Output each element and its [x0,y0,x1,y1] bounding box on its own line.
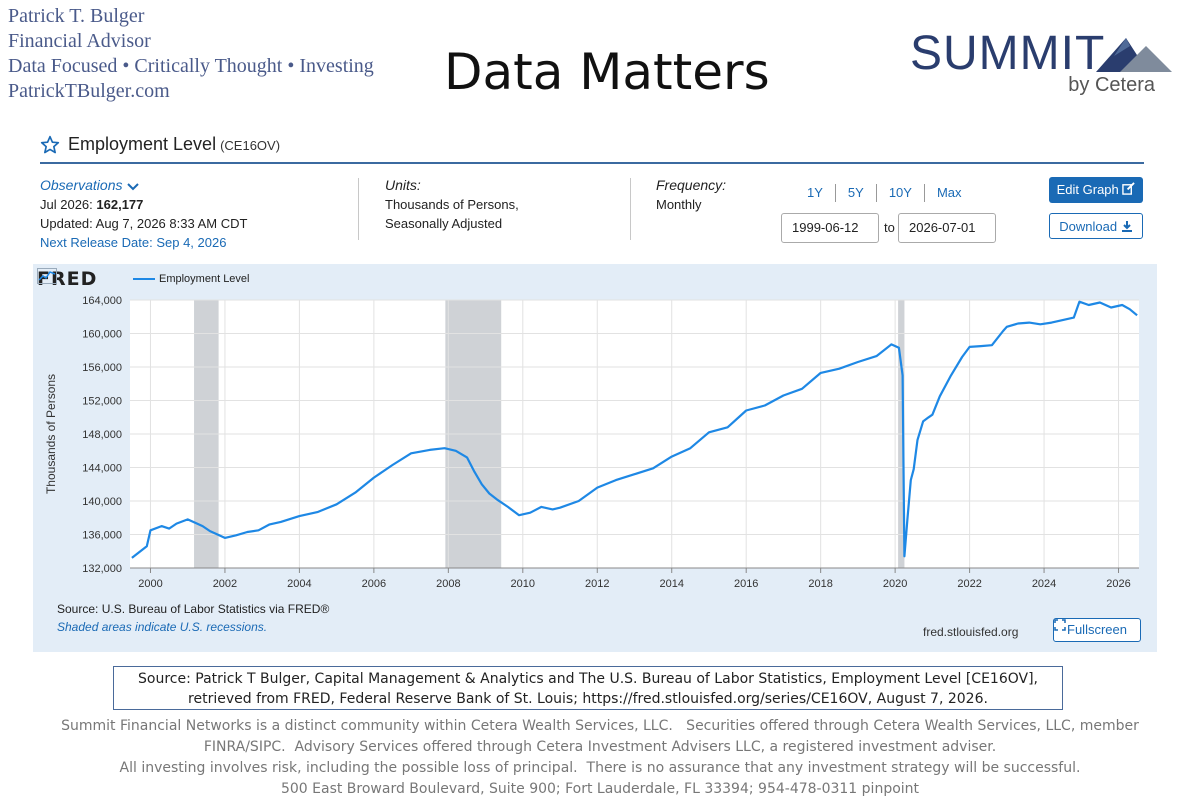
frequency-block: Frequency: Monthly [656,176,726,214]
range-selector: 1Y 5Y 10Y Max [795,184,974,202]
x-tick-label: 2014 [659,578,683,590]
series-header: Employment Level (CE16OV) [40,128,1144,164]
legend-swatch [133,278,155,281]
y-axis-label: Thousands of Persons [44,374,58,494]
start-date-input[interactable]: 1999-06-12 [781,213,879,243]
chart-legend: Employment Level [133,273,250,285]
fred-logo: FRED [37,268,97,290]
divider [630,178,631,240]
logo-wordmark: SUMMIT [910,27,1106,80]
disclaimer-line-4: 500 East Broward Boulevard, Suite 900; F… [280,781,920,797]
updated-text: Updated: Aug 7, 2026 8:33 AM CDT [40,216,248,231]
range-1y-button[interactable]: 1Y [795,184,836,202]
units-line-2: Seasonally Adjusted [385,216,503,231]
x-tick-label: 2006 [362,578,386,590]
advisor-website: PatrickTBulger.com [8,80,170,102]
y-tick-label: 136,000 [82,530,122,542]
y-tick-label: 140,000 [82,496,122,508]
fullscreen-icon [1054,619,1066,631]
chart-source: Source: U.S. Bureau of Labor Statistics … [57,602,330,616]
download-button[interactable]: Download [1049,213,1143,239]
mountain-logo-icon [1096,38,1172,72]
series-line [131,300,1138,559]
y-tick-label: 160,000 [82,329,122,341]
range-5y-button[interactable]: 5Y [836,184,877,202]
logo-subtitle: by Cetera [1068,74,1155,96]
x-tick-label: 2026 [1106,578,1130,590]
edit-icon [1122,182,1136,195]
chart-panel: 132,000 136,000 140,000 144,000 148,000 152,0… [33,264,1157,652]
end-date-input[interactable]: 2026-07-01 [898,213,996,243]
fullscreen-label: Fullscreen [1067,622,1127,637]
units-block: Units: Thousands of Persons, Seasonally … [385,176,519,233]
download-icon [1121,221,1132,232]
chevron-down-icon [127,182,139,190]
x-tick-label: 2016 [734,578,758,590]
range-10y-button[interactable]: 10Y [877,184,925,202]
latest-value: 162,177 [96,197,144,212]
series-code: (CE16OV) [220,138,281,153]
latest-date: Jul 2026: [40,197,93,212]
edit-graph-button[interactable]: Edit Graph [1049,177,1143,203]
y-tick-label: 144,000 [82,463,122,475]
observations-block: Observations Jul 2026: 162,177 Updated: … [40,176,247,252]
date-to-label: to [884,220,895,235]
x-tick-label: 2002 [213,578,237,590]
summit-logo: SUMMIT by Cetera [910,30,1180,100]
next-release-link[interactable]: Next Release Date: Sep 4, 2026 [40,235,227,250]
source-citation: Source: Patrick T Bulger, Capital Manage… [113,666,1063,710]
star-icon[interactable] [40,135,60,155]
page-title: Data Matters [444,43,770,101]
x-tick-label: 2022 [957,578,981,590]
y-tick-label: 148,000 [82,429,122,441]
fullscreen-button[interactable]: Fullscreen [1053,618,1141,642]
y-tick-label: 156,000 [82,362,122,374]
disclaimer-line-1: Summit Financial Networks is a distinct … [61,718,1139,734]
disclaimer-line-2: FINRA/SIPC. Advisory Services offered th… [203,739,997,755]
range-max-button[interactable]: Max [936,185,962,200]
units-label: Units: [385,177,421,193]
edit-graph-label: Edit Graph [1056,182,1119,197]
download-label: Download [1059,219,1118,234]
employment-chart: 132,000 136,000 140,000 144,000 148,000 152,0… [44,295,1139,590]
fred-url[interactable]: fred.stlouisfed.org [923,625,1019,639]
x-tick-label: 2004 [287,578,311,590]
x-tick-label: 2010 [511,578,535,590]
series-title: Employment Level (CE16OV) [68,134,280,155]
advisor-name: Patrick T. Bulger [8,5,145,27]
advisor-tagline: Data Focused • Critically Thought • Inve… [8,55,374,77]
advisor-role: Financial Advisor [8,30,151,52]
y-tick-label: 152,000 [82,396,122,408]
legend-label: Employment Level [159,273,250,285]
frequency-value: Monthly [656,197,702,212]
citation-line-2: retrieved from FRED, Federal Reserve Ban… [188,691,988,707]
series-title-text: Employment Level [68,134,217,154]
advisor-info: Patrick T. Bulger Financial Advisor Data… [8,4,374,104]
observations-label: Observations [40,177,123,193]
x-tick-label: 2020 [883,578,907,590]
citation-line-1: Source: Patrick T Bulger, Capital Manage… [138,671,1038,687]
disclaimer-line-3: All investing involves risk, including t… [119,760,1081,776]
y-tick-label: 164,000 [82,295,122,307]
x-tick-label: 2018 [808,578,832,590]
x-tick-label: 2000 [138,578,162,590]
observations-toggle[interactable]: Observations [40,176,247,195]
units-line-1: Thousands of Persons, [385,197,519,212]
x-tick-label: 2008 [436,578,460,590]
disclaimer: Summit Financial Networks is a distinct … [0,716,1200,800]
y-tick-label: 132,000 [82,563,122,575]
frequency-label: Frequency: [656,177,727,193]
recession-note: Shaded areas indicate U.S. recessions. [57,620,268,634]
x-tick-label: 2012 [585,578,609,590]
divider [358,178,359,240]
fred-chart-icon [37,268,57,284]
x-tick-label: 2024 [1032,578,1056,590]
